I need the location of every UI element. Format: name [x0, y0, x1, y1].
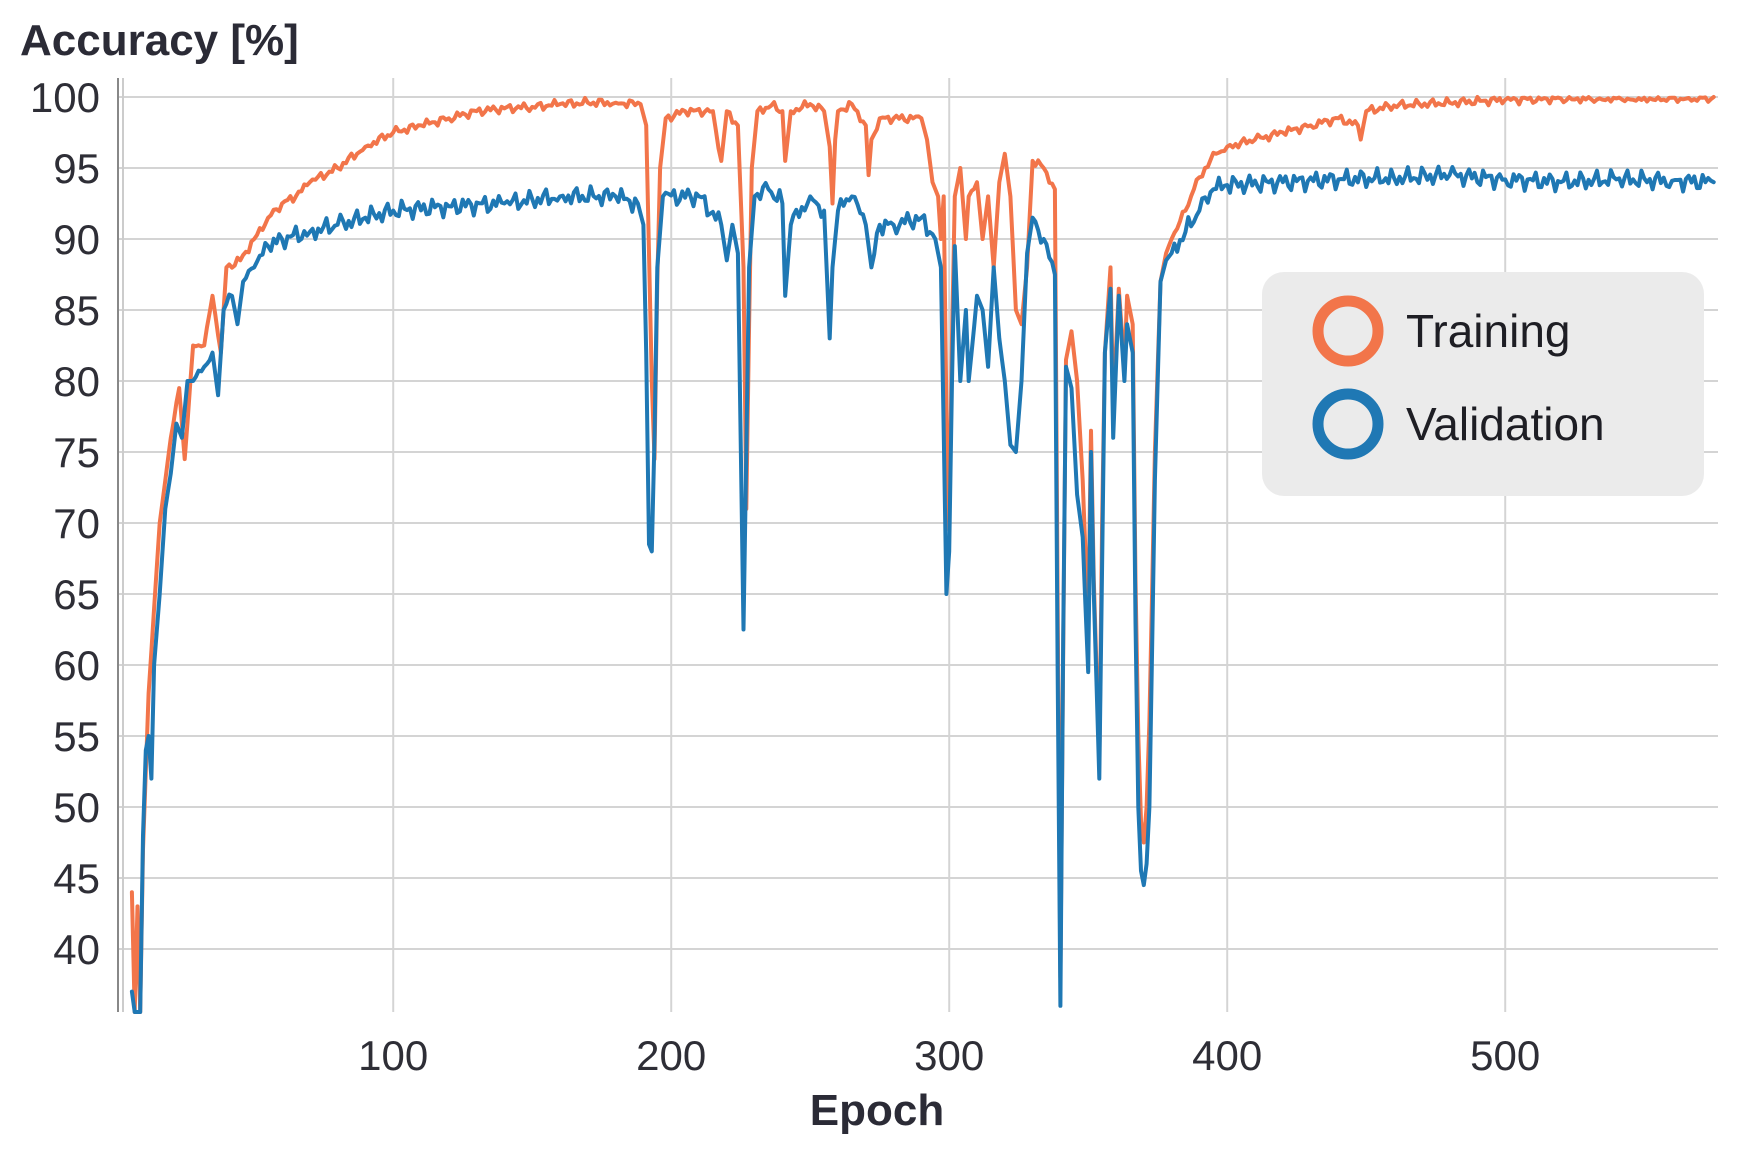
y-tick-label: 80 — [53, 358, 100, 405]
legend-marker-training — [1312, 295, 1384, 367]
y-tick-label: 40 — [53, 926, 100, 973]
series-layer — [129, 95, 1716, 1014]
x-axis-title: Epoch — [810, 1086, 944, 1135]
y-tick-label: 90 — [53, 216, 100, 263]
y-tick-label: 85 — [53, 287, 100, 334]
series-line-training — [129, 95, 1716, 1014]
y-tick-label: 70 — [53, 500, 100, 547]
series-line-validation — [129, 164, 1716, 1014]
x-tick-label: 500 — [1470, 1032, 1540, 1079]
legend-label-training: Training — [1406, 305, 1570, 357]
y-tick-label: 65 — [53, 571, 100, 618]
x-tick-label: 300 — [914, 1032, 984, 1079]
y-tick-label: 50 — [53, 784, 100, 831]
x-tick-label: 400 — [1192, 1032, 1262, 1079]
y-tick-label: 95 — [53, 145, 100, 192]
legend: Training Validation — [1262, 272, 1704, 496]
y-tick-label: 75 — [53, 429, 100, 476]
legend-label-validation: Validation — [1406, 398, 1605, 450]
y-tick-label: 45 — [53, 855, 100, 902]
x-tick-label: 100 — [358, 1032, 428, 1079]
x-tick-labels: 100 200 300 400 500 — [358, 1032, 1540, 1079]
y-tick-label: 100 — [30, 74, 100, 121]
x-tick-label: 200 — [636, 1032, 706, 1079]
y-axis-title: Accuracy [%] — [20, 16, 299, 65]
legend-marker-validation — [1312, 388, 1384, 460]
y-tick-label: 60 — [53, 642, 100, 689]
y-tick-label: 55 — [53, 713, 100, 760]
grid — [118, 78, 1718, 1012]
y-tick-labels: 40 45 50 55 60 65 70 75 80 85 90 95 100 — [30, 74, 100, 973]
